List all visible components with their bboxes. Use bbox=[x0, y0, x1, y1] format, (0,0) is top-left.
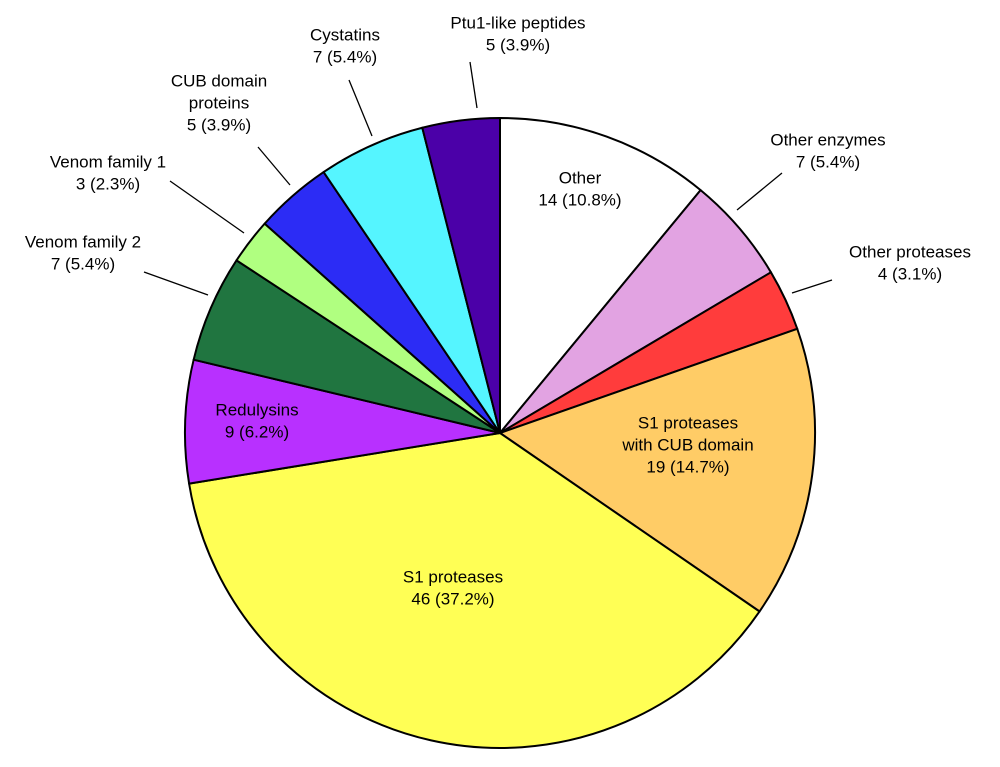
slice-label-venom-family-1-line-1: Venom family 1 bbox=[50, 152, 166, 171]
leader-line-cub-domain-proteins bbox=[257, 146, 291, 186]
pie-slice-s1-proteases bbox=[188, 432, 761, 749]
labels-layer: Other 14 (10.8%) Other enzymes 7 (5.4%) Othe… bbox=[25, 13, 971, 608]
slice-label-other-line-1: Other bbox=[559, 168, 602, 187]
slice-label-s1-proteases-with-cub-domain-line-3: 19 (14.7%) bbox=[646, 457, 729, 476]
slice-label-cystatins-line-1: Cystatins bbox=[310, 25, 380, 44]
leader-line-venom-family-2 bbox=[143, 271, 209, 296]
leader-line-venom-family-1 bbox=[169, 180, 245, 234]
leader-line-ptu1-like-peptides bbox=[469, 61, 478, 109]
slice-label-other-enzymes-line-1: Other enzymes bbox=[770, 130, 885, 149]
slice-label-s1-proteases-line-1: S1 proteases bbox=[403, 567, 503, 586]
leader-line-other-proteases bbox=[791, 279, 833, 294]
slice-label-venom-family-1-line-2: 3 (2.3%) bbox=[76, 174, 140, 193]
slice-label-s1-proteases-with-cub-domain-line-1: S1 proteases bbox=[638, 413, 738, 432]
leader-line-other-enzymes bbox=[736, 172, 783, 211]
pie-slice-ptu1-like-peptides bbox=[421, 117, 501, 434]
slice-label-cub-domain-proteins-line-1: CUB domain bbox=[171, 71, 267, 90]
slice-label-other-proteases-line-1: Other proteases bbox=[849, 242, 971, 261]
slice-label-cub-domain-proteins-line-2: proteins bbox=[189, 93, 249, 112]
slice-label-redulysins-line-1: Redulysins bbox=[215, 400, 298, 419]
leader-line-cystatins bbox=[348, 79, 373, 137]
slice-label-cub-domain-proteins-line-3: 5 (3.9%) bbox=[187, 115, 251, 134]
slices-layer bbox=[184, 117, 816, 749]
slice-label-ptu1-like-peptides-line-1: Ptu1-like peptides bbox=[450, 13, 585, 32]
pie-slice-redulysins bbox=[184, 358, 501, 485]
leader-lines-layer bbox=[143, 61, 833, 296]
slice-label-other-proteases-line-2: 4 (3.1%) bbox=[878, 264, 942, 283]
pie-slice-other bbox=[499, 117, 702, 434]
slice-label-s1-proteases-line-2: 46 (37.2%) bbox=[411, 589, 494, 608]
slice-label-venom-family-2-line-1: Venom family 2 bbox=[25, 232, 141, 251]
pie-slice-s1-proteases-with-cub-domain bbox=[499, 327, 816, 613]
slice-label-venom-family-2-line-2: 7 (5.4%) bbox=[51, 254, 115, 273]
slice-label-cystatins-line-2: 7 (5.4%) bbox=[313, 47, 377, 66]
slice-label-s1-proteases-with-cub-domain-line-2: with CUB domain bbox=[621, 435, 753, 454]
slice-label-redulysins-line-2: 9 (6.2%) bbox=[225, 422, 289, 441]
slice-label-other-enzymes-line-2: 7 (5.4%) bbox=[796, 152, 860, 171]
slice-label-ptu1-like-peptides-line-2: 5 (3.9%) bbox=[486, 35, 550, 54]
slice-label-other-line-2: 14 (10.8%) bbox=[538, 190, 621, 209]
